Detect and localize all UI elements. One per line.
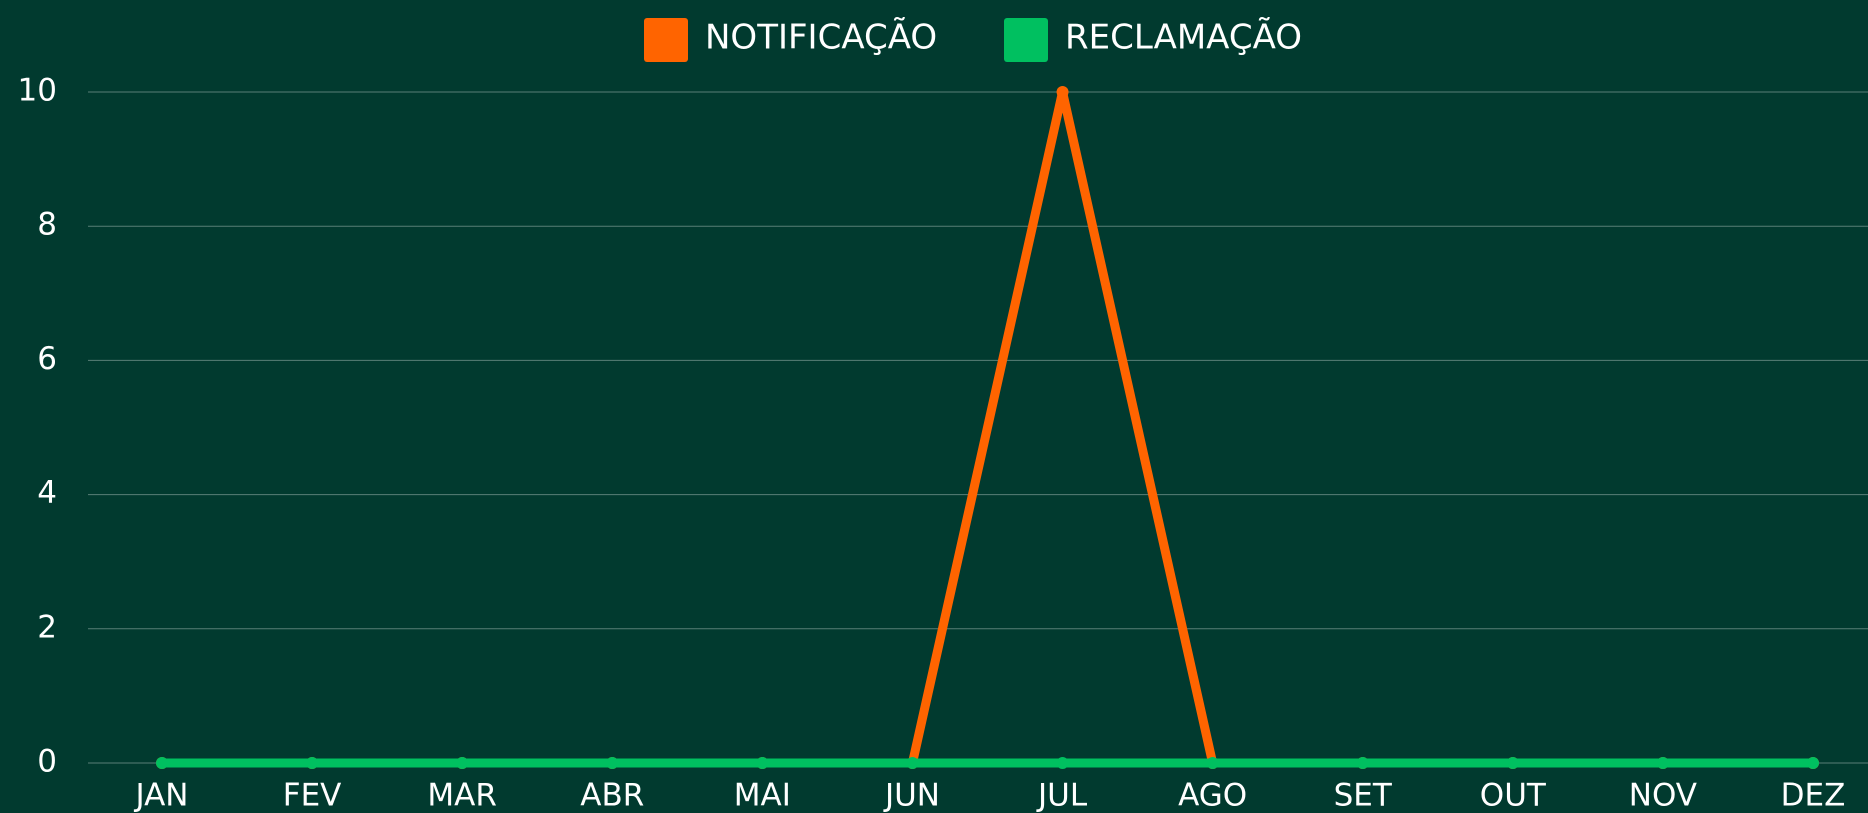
x-tick-label: FEV bbox=[283, 778, 342, 813]
x-tick-label: MAR bbox=[427, 778, 497, 813]
point bbox=[606, 757, 619, 769]
point bbox=[906, 757, 919, 769]
point bbox=[1656, 757, 1669, 769]
y-tick-label: 4 bbox=[37, 475, 57, 511]
x-tick-label: JAN bbox=[134, 778, 189, 813]
point bbox=[1056, 757, 1069, 769]
x-tick-label: NOV bbox=[1629, 778, 1697, 813]
x-tick-label: JUL bbox=[1036, 778, 1088, 813]
point bbox=[1356, 757, 1369, 769]
x-tick-label: AGO bbox=[1178, 778, 1247, 813]
x-tick-label: JUN bbox=[883, 778, 940, 813]
legend-swatch bbox=[644, 18, 688, 62]
point bbox=[1056, 86, 1069, 98]
point bbox=[1807, 757, 1819, 769]
legend-label: RECLAMAÇÃO bbox=[1065, 18, 1302, 58]
point bbox=[1206, 757, 1219, 769]
y-tick-label: 8 bbox=[37, 207, 57, 243]
y-tick-label: 2 bbox=[37, 609, 57, 645]
y-tick-label: 6 bbox=[37, 341, 57, 377]
x-tick-label: DEZ bbox=[1781, 778, 1846, 813]
y-tick-label: 10 bbox=[18, 73, 57, 109]
x-tick-label: MAI bbox=[734, 778, 791, 813]
series-line bbox=[162, 91, 1813, 768]
point bbox=[156, 757, 168, 769]
point bbox=[756, 757, 769, 769]
point bbox=[456, 757, 469, 769]
x-tick-label: ABR bbox=[580, 778, 644, 813]
legend-swatch bbox=[1004, 18, 1048, 62]
point bbox=[306, 757, 319, 769]
x-tick-label: OUT bbox=[1480, 778, 1547, 813]
legend-label: NOTIFICAÇÃO bbox=[705, 18, 937, 58]
point bbox=[1506, 757, 1519, 769]
y-tick-label: 0 bbox=[37, 744, 57, 780]
x-tick-label: SET bbox=[1334, 778, 1393, 813]
